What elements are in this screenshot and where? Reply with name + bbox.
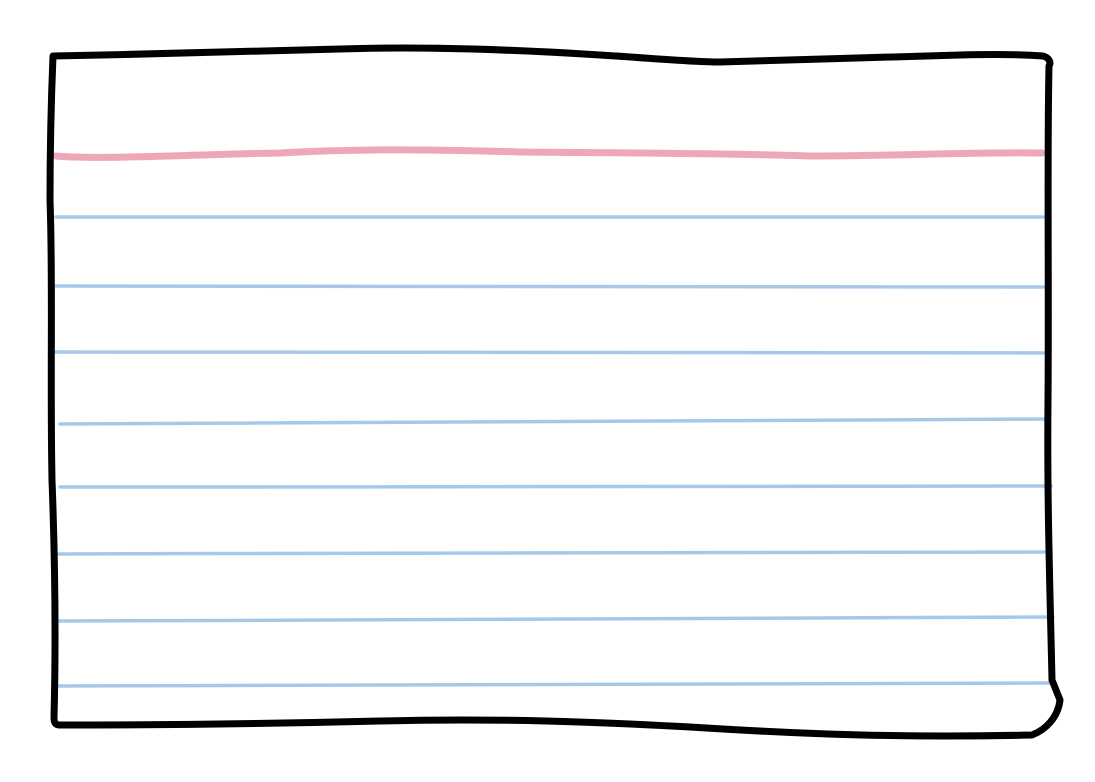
ruled-lines <box>54 215 1055 688</box>
header-rule <box>52 146 1046 161</box>
ruled-line <box>58 417 1051 426</box>
card-paper <box>52 50 1061 736</box>
ruled-line <box>57 615 1055 623</box>
card-outline <box>46 44 1064 740</box>
ruled-line <box>57 550 1053 556</box>
ruled-line <box>58 484 1053 489</box>
ruled-line <box>54 350 1050 355</box>
ruled-line <box>54 283 1046 289</box>
ruled-line <box>55 681 1055 688</box>
